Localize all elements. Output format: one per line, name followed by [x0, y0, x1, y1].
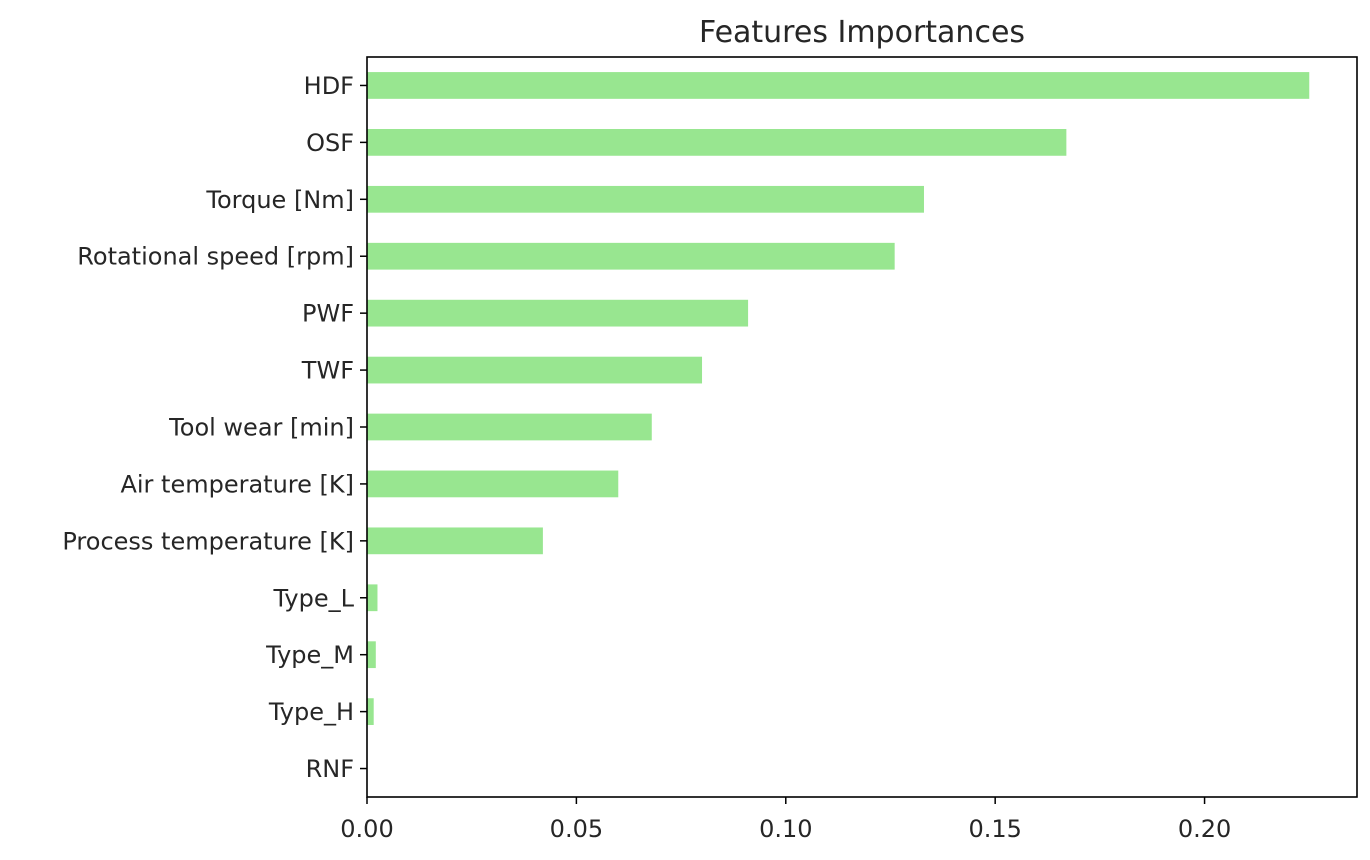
x-tick-label: 0.10: [759, 815, 812, 843]
category-label: TWF: [301, 357, 354, 385]
category-label: Type_H: [268, 698, 354, 726]
bar: [367, 299, 749, 327]
bar: [367, 356, 703, 384]
category-label: Type_M: [265, 641, 354, 669]
category-label: OSF: [306, 129, 354, 157]
bar: [367, 242, 895, 270]
bar: [367, 185, 924, 213]
plot-frame: [366, 56, 1358, 798]
bar: [367, 527, 543, 555]
bar: [367, 470, 619, 498]
x-axis: 0.00 0.05 0.10 0.15 0.20: [340, 797, 1231, 843]
x-tick-label: 0.00: [340, 815, 393, 843]
category-label: PWF: [302, 300, 354, 328]
category-label: Air temperature [K]: [120, 470, 354, 498]
category-label: RNF: [306, 755, 354, 783]
category-label: Rotational speed [rpm]: [77, 243, 354, 271]
category-label: HDF: [304, 72, 354, 100]
bar: [367, 72, 1310, 99]
category-label: Torque [Nm]: [205, 186, 354, 214]
x-tick-label: 0.05: [550, 815, 603, 843]
category-label: Tool wear [min]: [168, 414, 354, 442]
x-tick-label: 0.15: [968, 815, 1021, 843]
bar: [367, 129, 1067, 156]
x-tick-label: 0.20: [1178, 815, 1231, 843]
bar: [367, 584, 378, 612]
category-label: Process temperature [K]: [62, 527, 354, 555]
bar: [367, 641, 376, 669]
bar: [367, 413, 652, 441]
category-labels: HDF OSF Torque [Nm] Rotational speed [rpm] P…: [62, 72, 367, 783]
chart-title: Features Importances: [699, 15, 1025, 50]
bars-layer: [367, 72, 1310, 725]
category-label: Type_L: [273, 584, 355, 612]
bar: [367, 698, 374, 725]
